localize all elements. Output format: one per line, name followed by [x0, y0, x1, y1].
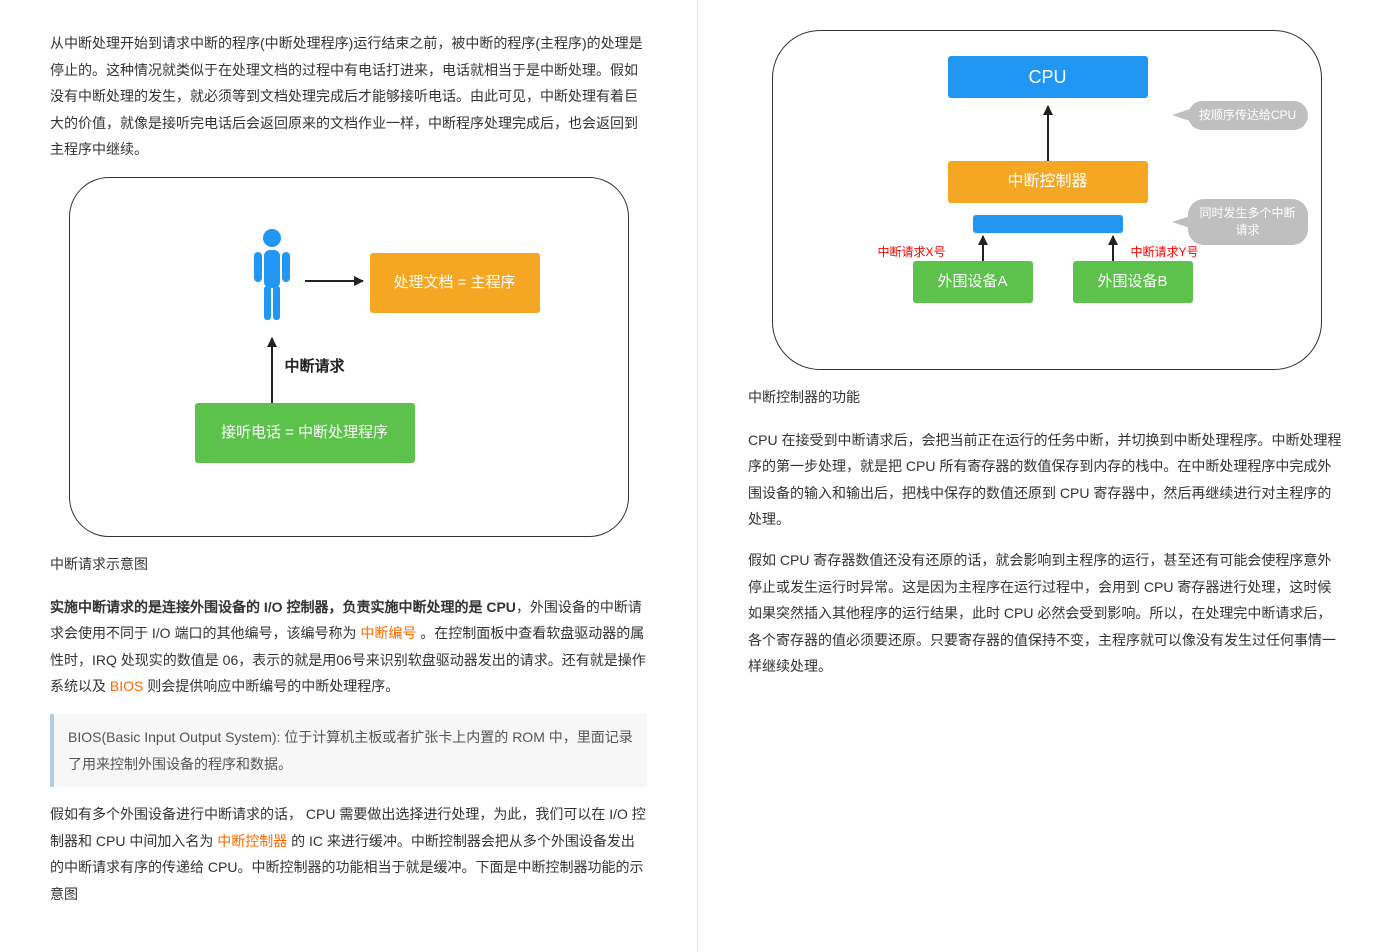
bold-lead: 实施中断请求的是连接外围设备的 I/O 控制器，负责实施中断处理的是 CPU [50, 599, 516, 615]
controller-box: 中断控制器 [948, 161, 1148, 203]
figure1-caption: 中断请求示意图 [50, 551, 647, 578]
bios-note-blockquote: BIOS(Basic Input Output System): 位于计算机主板… [50, 714, 647, 787]
device-b-box: 外围设备B [1073, 261, 1193, 303]
person-icon [250, 228, 294, 328]
right-column: CPU 中断控制器 外围设备A 外围设备B 中断请求X号 中断请求Y号 按顺序传… [698, 0, 1395, 952]
interrupt-request-label: 中断请求 [285, 353, 345, 382]
figure-interrupt-analogy: 处理文档 = 主程序 接听电话 = 中断处理程序 中断请求 [69, 177, 629, 537]
arrow-controller-to-cpu [1047, 106, 1049, 161]
arrow-person-to-doc [305, 280, 363, 282]
highlight-interrupt-controller: 中断控制器 [217, 833, 287, 849]
buffer-bar [973, 215, 1123, 233]
intro-paragraph: 从中断处理开始到请求中断的程序(中断处理程序)运行结束之前，被中断的程序(主程序… [50, 30, 647, 163]
cpu-restore-registers-paragraph: 假如 CPU 寄存器数值还没有还原的话，就会影响到主程序的运行，甚至还有可能会使… [748, 547, 1345, 680]
arrow-device-a-up [982, 236, 984, 261]
interrupt-controller-paragraph: 假如有多个外围设备进行中断请求的话， CPU 需要做出选择进行处理，为此，我们可… [50, 801, 647, 907]
cpu-save-registers-paragraph: CPU 在接受到中断请求后，会把当前正在运行的任务中断，并切换到中断处理程序。中… [748, 427, 1345, 533]
device-a-box: 外围设备A [913, 261, 1033, 303]
highlight-bios: BIOS [110, 678, 143, 694]
callout-sequential-delivery: 按顺序传达给CPU [1188, 101, 1308, 130]
irq-y-label: 中断请求Y号 [1131, 241, 1199, 264]
highlight-interrupt-number: 中断编号 [360, 625, 416, 641]
arrow-device-b-up [1112, 236, 1114, 261]
io-controller-paragraph: 实施中断请求的是连接外围设备的 I/O 控制器，负责实施中断处理的是 CPU，外… [50, 594, 647, 700]
interrupt-handler-box: 接听电话 = 中断处理程序 [195, 403, 415, 463]
arrow-phone-to-person [271, 338, 273, 403]
irq-x-label: 中断请求X号 [878, 241, 946, 264]
cpu-box: CPU [948, 56, 1148, 98]
figure-interrupt-controller: CPU 中断控制器 外围设备A 外围设备B 中断请求X号 中断请求Y号 按顺序传… [772, 30, 1322, 370]
left-column: 从中断处理开始到请求中断的程序(中断处理程序)运行结束之前，被中断的程序(主程序… [0, 0, 697, 952]
callout-multiple-requests: 同时发生多个中断请求 [1188, 199, 1308, 245]
main-program-box: 处理文档 = 主程序 [370, 253, 540, 313]
figure2-caption: 中断控制器的功能 [748, 384, 1345, 411]
